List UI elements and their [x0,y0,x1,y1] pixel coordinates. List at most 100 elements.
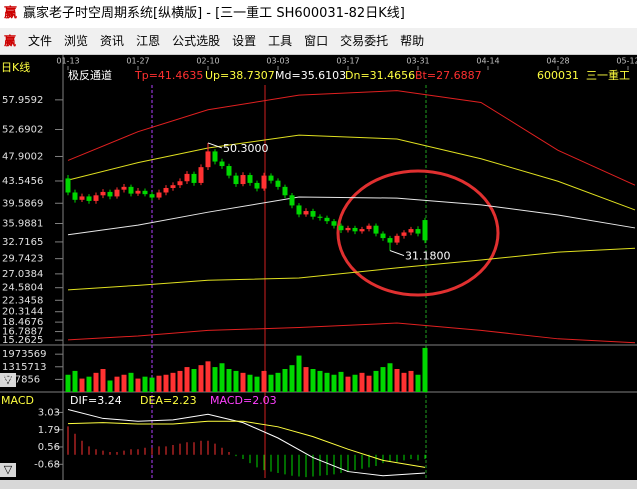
candle-body [338,225,344,231]
volume-bar [345,376,351,392]
volume-bar [275,372,281,392]
volume-bar [170,372,176,392]
candle-body [366,225,372,230]
volume-bar [107,380,113,392]
volume-bar [177,370,183,392]
indicator-value: Md=35.6103 [275,69,346,82]
y-tick-label: 15.2625 [2,335,43,346]
candle-body [65,178,71,193]
volume-bar [282,369,288,392]
menu-item[interactable]: 设置 [232,34,257,48]
volume-bar [212,367,218,392]
candle-body [142,190,148,195]
volume-bar [289,365,295,392]
candle-body [310,211,316,217]
macd-line [67,420,426,468]
volume-bar [268,374,274,392]
window-title: 赢家老子时空周期系统[纵横版] - [三一重工 SH600031-82日K线] [23,6,405,21]
volume-bar [359,372,365,392]
band-line [67,322,636,344]
candle-body [177,181,183,186]
candle-body [93,195,99,201]
y-tick-label: 29.7423 [2,254,43,265]
volume-bar [156,375,162,392]
toggle-button[interactable] [0,463,16,477]
toggle-button[interactable] [0,373,16,387]
y-tick-label: 47.9002 [2,151,43,162]
stock-code: 600031 [537,69,579,82]
volume-bar [79,378,85,392]
period-label: 日K线 [1,60,30,74]
candle-body [100,191,106,196]
menu-item[interactable]: 工具 [268,34,293,48]
candle-body [121,186,127,190]
candle-body [128,186,134,194]
y-tick-label: 20.3144 [2,307,43,318]
candle-body [289,195,295,206]
candle-body [422,220,428,241]
volume-bar [114,376,120,392]
menu-item[interactable]: 浏览 [64,34,89,48]
candle-body [415,229,421,234]
x-tick-label: 03-03 [266,57,289,66]
volume-bar [261,370,267,392]
macd-value: DEA=2.23 [140,394,197,407]
volume-bar [352,374,358,392]
volume-bar [387,363,393,392]
macd-line [67,408,426,477]
app-icon: 赢 [4,6,18,21]
volume-bar [415,374,421,392]
indicator-value: Dn=31.4656 [345,69,415,82]
candle-body [359,229,365,232]
candle-body [331,221,337,226]
candle-body [184,173,190,182]
y-tick-label: -0.68 [34,459,60,470]
annotation-label: 31.1800 [405,250,451,263]
y-tick-label: 35.9881 [2,219,43,230]
candle-body [198,167,204,183]
menu-item[interactable]: 交易委托 [340,34,389,48]
menu-item[interactable]: 文件 [28,34,53,48]
toggle-icon: ▽ [4,463,13,476]
volume-bar [380,367,386,392]
candle-body [303,211,309,215]
tab-strip [0,480,637,489]
volume-bar [72,370,78,392]
annotation-label: 50.3000 [223,142,269,155]
volume-bar [121,374,127,392]
volume-bar [128,372,134,392]
x-tick-label: 02-10 [196,57,219,66]
menu-item[interactable]: 帮助 [400,34,425,48]
volume-bar [142,376,148,392]
candle-body [72,192,78,200]
candle-body [205,151,211,168]
candle-body [380,233,386,239]
macd-value: MACD=2.03 [210,394,277,407]
chart: 日K线 MACD ▽ ▽ 极反通道 Tp=41.4635 Up=38.7307 Md=… [0,55,637,489]
menu-item[interactable]: 资讯 [100,34,125,48]
candle-body [156,192,162,198]
y-tick-label: 657856 [2,374,40,385]
candle-body [408,229,414,233]
volume-bar [163,374,169,392]
indicator-value: Tp=41.4635 [134,69,203,82]
candle-body [387,238,393,243]
candle-body [170,185,176,188]
volume-bar [331,374,337,392]
indicator-value: Up=38.7307 [205,69,275,82]
candle-body [135,190,141,194]
volume-bar [338,371,344,392]
menu-item[interactable]: 窗口 [304,34,329,48]
candle-body [317,216,323,218]
menu-item[interactable]: 江恩 [136,34,161,48]
macd-value: DIF=3.24 [70,394,122,407]
x-tick-label: 05-12 [616,57,637,66]
volume-bar [226,369,232,392]
menu-icon[interactable]: 赢 [4,34,17,48]
background [0,55,637,489]
annotation-leader [389,250,405,257]
x-tick-label: 03-31 [406,57,429,66]
menu-item[interactable]: 公式选股 [172,34,221,48]
x-tick-label: 04-14 [476,57,499,66]
y-tick-label: 57.9592 [2,95,43,106]
